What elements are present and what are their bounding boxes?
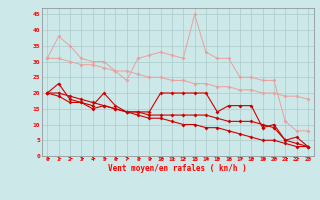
X-axis label: Vent moyen/en rafales ( kn/h ): Vent moyen/en rafales ( kn/h ) — [108, 164, 247, 173]
